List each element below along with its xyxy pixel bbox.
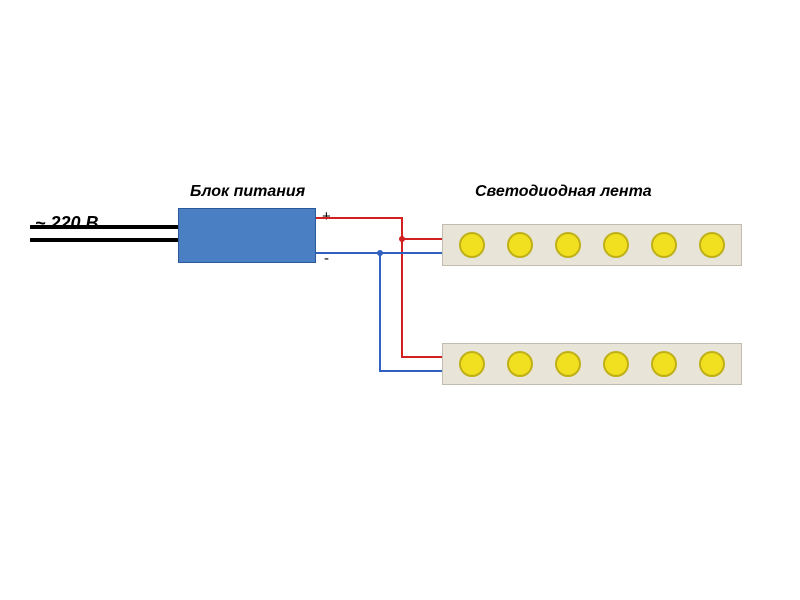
led-icon	[507, 351, 533, 377]
led-icon	[699, 351, 725, 377]
led-strip-1	[442, 224, 742, 266]
positive-junction	[399, 236, 405, 242]
negative-wire	[316, 253, 442, 371]
led-icon	[651, 232, 677, 258]
led-icon	[555, 232, 581, 258]
led-icon	[699, 232, 725, 258]
led-icon	[459, 232, 485, 258]
led-wiring-diagram: ~ 220 В Блок питания Светодиодная лента …	[0, 0, 800, 600]
negative-junction	[377, 250, 383, 256]
led-icon	[603, 232, 629, 258]
led-strip-2	[442, 343, 742, 385]
led-icon	[651, 351, 677, 377]
led-icon	[507, 232, 533, 258]
led-icon	[555, 351, 581, 377]
led-icon	[603, 351, 629, 377]
led-icon	[459, 351, 485, 377]
wiring-svg	[0, 0, 800, 600]
